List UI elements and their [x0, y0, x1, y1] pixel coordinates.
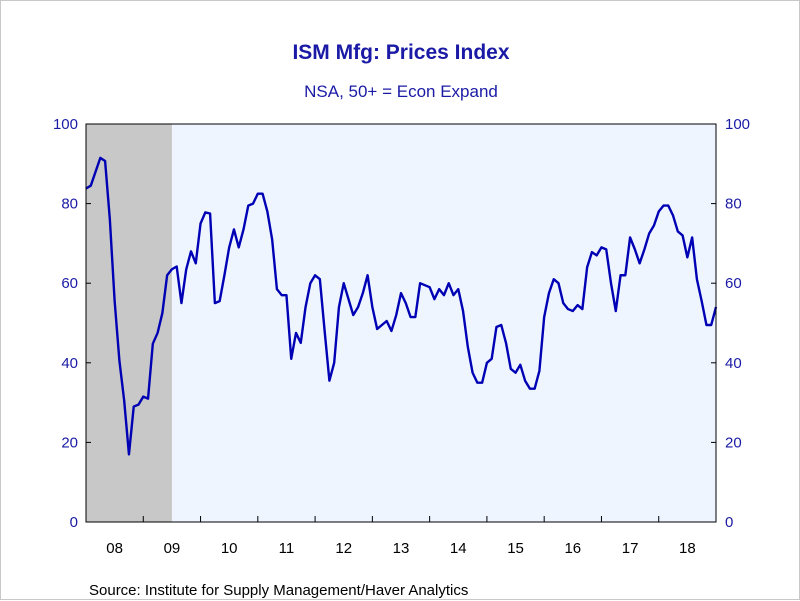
x-tick-label: 14 — [450, 540, 467, 557]
y-tick-label-left: 80 — [61, 196, 78, 213]
source-note: Source: Institute for Supply Management/… — [89, 582, 468, 599]
y-tick-label-left: 40 — [61, 355, 78, 372]
x-tick-label: 18 — [679, 540, 696, 557]
x-tick-label: 09 — [164, 540, 181, 557]
chart-title: ISM Mfg: Prices Index — [292, 41, 509, 64]
x-tick-label: 11 — [279, 540, 295, 557]
prices-index-line — [85, 156, 718, 456]
y-tick-label-right: 40 — [725, 355, 742, 372]
x-tick-label: 08 — [106, 540, 123, 557]
plot-area — [86, 124, 716, 522]
y-tick-label-left: 100 — [53, 116, 78, 133]
y-tick-label-right: 100 — [725, 116, 750, 133]
recession-shading — [86, 124, 172, 522]
axis-labels: 0 0 20 20 40 40 60 60 80 80 100 100 08 09 10 11 12 13 14 15… — [53, 116, 750, 557]
y-tick-label-right: 60 — [725, 275, 742, 292]
chart-subtitle: NSA, 50+ = Econ Expand — [304, 82, 498, 101]
x-tick-label: 12 — [335, 540, 352, 557]
y-tick-label-right: 0 — [725, 514, 733, 531]
x-tick-label: 15 — [507, 540, 524, 557]
plot-border — [85, 123, 717, 523]
x-tick-label: 17 — [622, 540, 639, 557]
y-tick-label-left: 60 — [61, 275, 78, 292]
y-tick-label-right: 20 — [725, 434, 742, 451]
y-tick-label-right: 80 — [725, 196, 742, 213]
x-tick-label: 13 — [393, 540, 410, 557]
x-tick-label: 16 — [564, 540, 581, 557]
x-tick-label: 10 — [221, 540, 238, 557]
y-tick-label-left: 20 — [61, 434, 78, 451]
y-tick-label-left: 0 — [70, 514, 78, 531]
